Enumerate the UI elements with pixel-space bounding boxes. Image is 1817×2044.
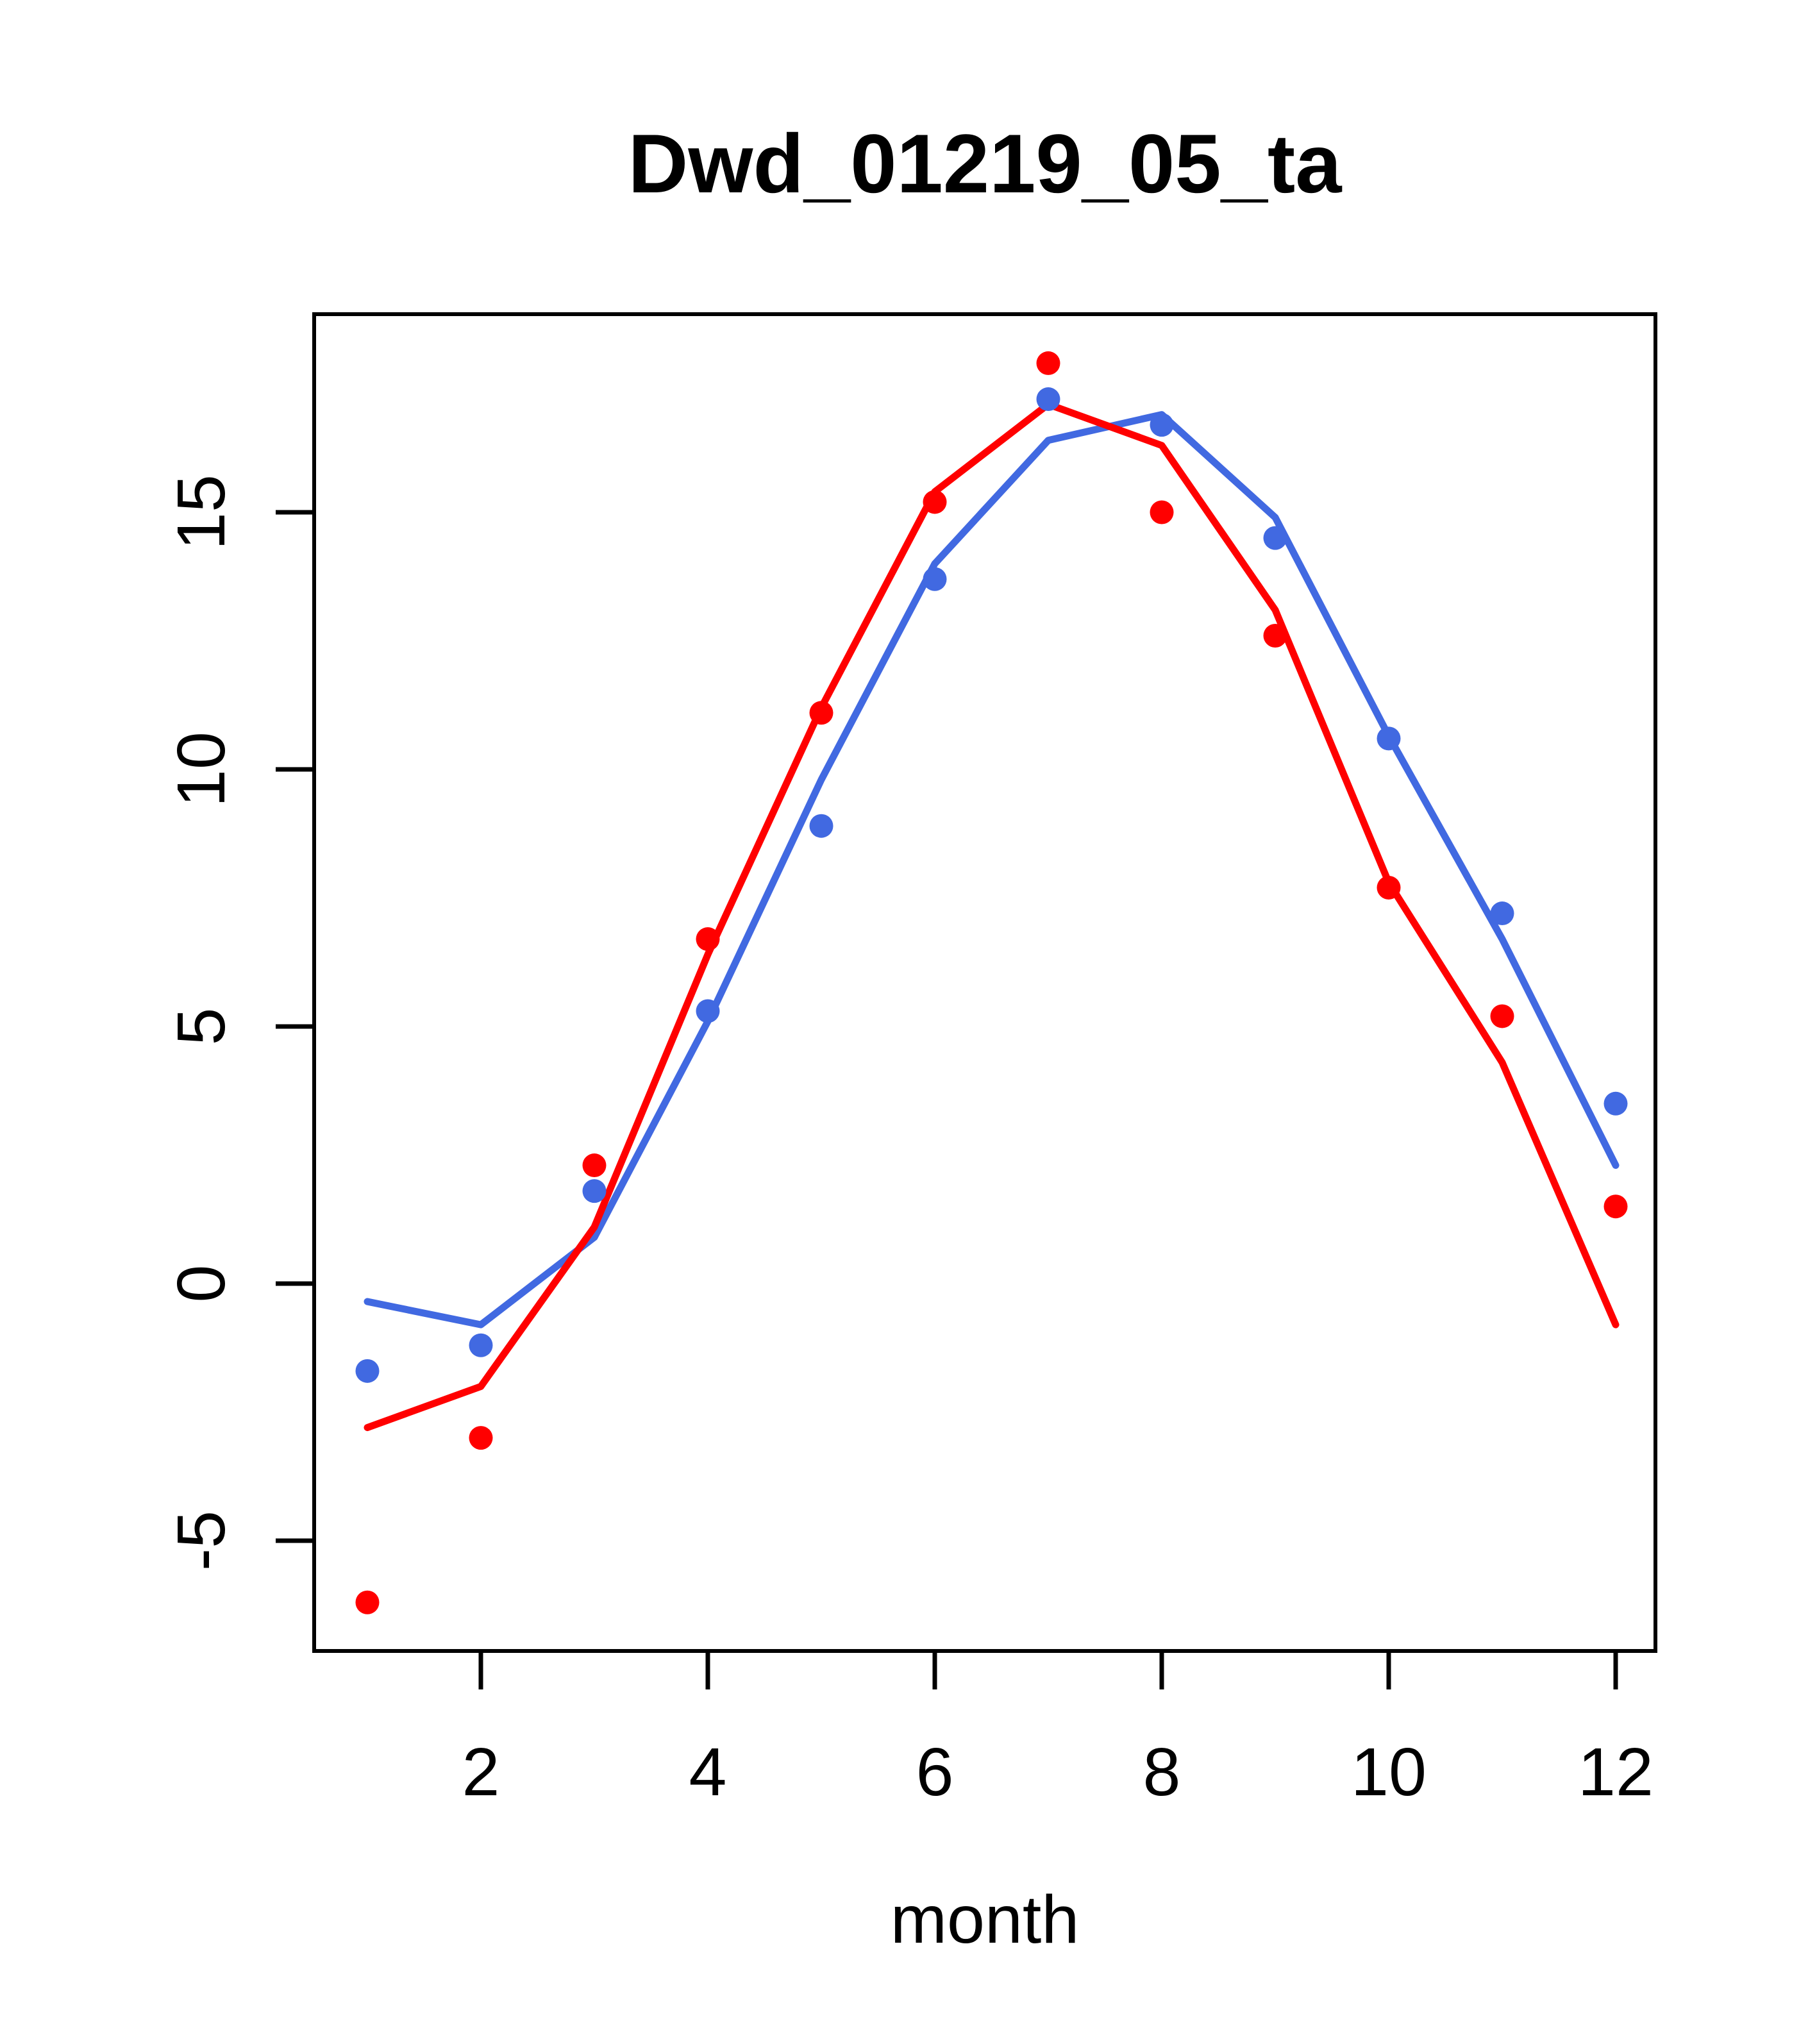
red-points-marker: [469, 1426, 493, 1450]
blue-points-marker: [1490, 901, 1514, 926]
x-tick-label: 8: [1143, 1734, 1181, 1810]
red-points-marker: [809, 701, 833, 725]
blue-points: [355, 387, 1628, 1383]
blue-points-marker: [696, 999, 720, 1023]
red-points-marker: [1490, 1004, 1514, 1028]
x-tick-label: 10: [1351, 1734, 1427, 1810]
red-points-marker: [1036, 351, 1060, 375]
blue-points-marker: [355, 1359, 380, 1383]
y-tick-label: 10: [163, 732, 239, 807]
x-tick-label: 12: [1578, 1734, 1654, 1810]
blue-points-marker: [1603, 1091, 1628, 1116]
x-tick-label: 6: [916, 1734, 954, 1810]
blue-points-marker: [1377, 726, 1401, 751]
red-points-marker: [1263, 623, 1287, 648]
red-points-marker: [923, 490, 947, 514]
blue-points-marker: [1263, 526, 1287, 550]
y-tick-label: 15: [163, 474, 239, 550]
y-tick-label: -5: [163, 1511, 239, 1571]
x-tick-label: 2: [462, 1734, 500, 1810]
red-points: [355, 351, 1628, 1614]
red-line: [364, 401, 1620, 1432]
blue-points-marker: [1036, 387, 1060, 412]
series-layer: [355, 351, 1628, 1614]
y-axis: -5 0 5 10 15: [163, 474, 314, 1571]
chart-title: Dwd_01219_05_ta: [628, 117, 1343, 210]
red-points-marker: [1150, 500, 1174, 524]
x-axis: 2 4 6 8 10 12: [462, 1651, 1654, 1810]
red-points-marker: [1377, 875, 1401, 900]
red-points-marker: [1603, 1194, 1628, 1219]
red-points-marker: [355, 1590, 380, 1614]
red-points-marker: [582, 1153, 607, 1178]
blue-points-marker: [923, 567, 947, 591]
plot-box: [312, 312, 1657, 1653]
x-tick-label: 4: [689, 1734, 727, 1810]
red-points-marker: [696, 927, 720, 951]
blue-points-marker: [469, 1333, 493, 1357]
x-axis-title: month: [891, 1882, 1080, 1957]
y-tick-label: 0: [163, 1265, 239, 1303]
blue-points-marker: [1150, 413, 1174, 437]
y-tick-label: 5: [163, 1008, 239, 1046]
blue-points-marker: [582, 1179, 607, 1203]
blue-points-marker: [809, 814, 833, 838]
blue-line: [364, 411, 1620, 1328]
